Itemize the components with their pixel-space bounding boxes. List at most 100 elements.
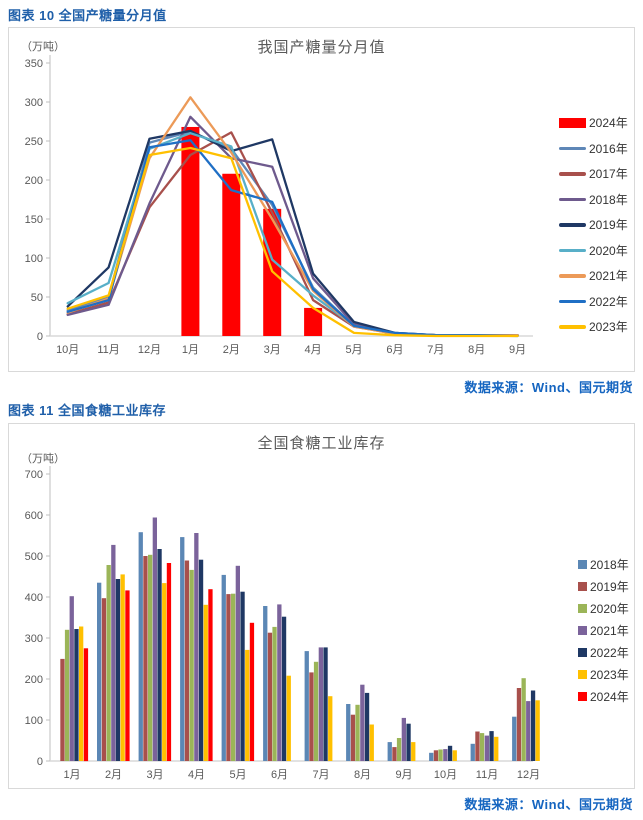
legend-item-2021年: 2021年 xyxy=(578,619,629,641)
legend-item-2019年: 2019年 xyxy=(578,575,629,597)
y-axis-tick-label: 100 xyxy=(25,715,43,727)
legend-marker xyxy=(559,197,586,201)
x-axis-tick-label: 7月 xyxy=(427,344,444,356)
legend-item-2021年: 2021年 xyxy=(559,263,628,289)
legend-marker xyxy=(559,117,586,128)
y-axis-tick-label: 300 xyxy=(25,97,43,109)
legend-item-2017年: 2017年 xyxy=(559,161,628,187)
legend-label: 2021年 xyxy=(590,623,629,638)
y-axis-tick-label: 150 xyxy=(25,214,43,226)
legend-item-2024年: 2024年 xyxy=(578,685,629,707)
bar-2022年 xyxy=(364,692,370,761)
bar-2022年 xyxy=(198,559,204,761)
line-2019年 xyxy=(66,129,519,337)
bar-2023年 xyxy=(162,583,167,761)
line-2021年 xyxy=(66,96,519,337)
bar-2023年 xyxy=(328,696,333,761)
y-axis-tick-label: 350 xyxy=(25,58,43,70)
legend-label: 2016年 xyxy=(589,141,628,156)
bar-2021年 xyxy=(360,684,365,761)
legend-label: 2018年 xyxy=(590,557,629,572)
figure10-header: 图表 10 全国产糖量分月值 xyxy=(8,8,167,23)
legend-item-2023年: 2023年 xyxy=(578,663,629,685)
x-axis-tick-label: 6月 xyxy=(271,769,288,781)
bar-2021年 xyxy=(235,565,240,761)
bar-2019年 xyxy=(226,594,231,761)
x-axis-tick-label: 11月 xyxy=(97,344,119,356)
bar-2022年 xyxy=(447,745,453,761)
bar-2022年 xyxy=(115,579,121,761)
x-axis-tick-label: 9月 xyxy=(509,344,526,356)
bar-2020年 xyxy=(231,593,236,761)
bar-2019年 xyxy=(433,750,439,761)
y-axis-tick-label: 250 xyxy=(25,136,43,148)
legend-marker xyxy=(578,691,587,701)
y-axis-tick-label: 200 xyxy=(25,674,43,686)
bar-2023年 xyxy=(452,750,457,761)
legend-label: 2022年 xyxy=(589,294,628,309)
line-2016年 xyxy=(66,130,519,337)
bar-2021年 xyxy=(484,735,489,761)
legend-item-2022年: 2022年 xyxy=(578,641,629,663)
legend-marker xyxy=(559,274,586,278)
x-axis-tick-label: 12月 xyxy=(138,344,161,356)
bar-2018年 xyxy=(429,752,434,761)
legend-marker xyxy=(578,669,587,679)
bar-2021年 xyxy=(277,604,282,761)
legend-marker xyxy=(559,299,586,303)
legend-label: 2023年 xyxy=(589,320,628,335)
x-axis-tick-label: 5月 xyxy=(345,344,362,356)
x-axis-tick-label: 3月 xyxy=(146,769,163,781)
x-axis-tick-label: 1月 xyxy=(63,769,80,781)
legend-label: 2024年 xyxy=(590,689,629,704)
production-chart-plot: 0 50 100 150 200 250 300 350 10月 11月 12月 1月 2月 3月 4月 5月… xyxy=(25,55,533,356)
y-axis-tick-label: 300 xyxy=(25,633,43,645)
legend-marker xyxy=(559,146,586,150)
legend-label: 2020年 xyxy=(589,243,628,258)
x-axis-tick-label: 2月 xyxy=(105,769,122,781)
bar-2021年 xyxy=(443,749,448,761)
legend-label: 2020年 xyxy=(590,601,629,616)
bar-2022年 xyxy=(240,591,245,761)
legend-label: 2019年 xyxy=(590,579,629,594)
bar-2019年 xyxy=(309,672,314,761)
bar-2020年 xyxy=(438,749,443,761)
bar-2022年 xyxy=(281,616,287,761)
x-axis-tick-label: 1月 xyxy=(182,344,199,356)
inventory-unit-label: （万吨） xyxy=(21,453,65,465)
bar-2023年 xyxy=(120,574,125,761)
bar-2021年 xyxy=(526,701,531,761)
bar-2018年 xyxy=(180,537,185,761)
bar-2020年 xyxy=(396,738,402,761)
x-axis-tick-label: 11月 xyxy=(476,769,498,781)
bar-2020年 xyxy=(189,569,194,761)
inventory-chart-frame: 全国食糖工业库存 （万吨） 0 100 200 300 400 500 600 700 1月 2月… xyxy=(8,423,635,789)
legend-marker xyxy=(578,603,587,613)
bar-2024年 xyxy=(83,648,89,762)
x-axis-tick-label: 8月 xyxy=(468,344,485,356)
legend-label: 2017年 xyxy=(589,167,628,182)
bar-2022年 xyxy=(74,629,79,761)
bar-2020年 xyxy=(64,629,70,761)
y-axis-tick-label: 200 xyxy=(25,175,43,187)
bar-2018年 xyxy=(138,532,143,761)
legend-marker xyxy=(559,325,586,329)
bar-2020年 xyxy=(313,661,319,761)
x-axis-tick-label: 8月 xyxy=(354,769,371,781)
legend-label: 2022年 xyxy=(590,645,629,660)
bar-2018年 xyxy=(263,606,268,761)
source-note-figure11: 数据来源：Wind、国元期货 xyxy=(464,797,633,812)
legend-marker xyxy=(578,625,587,635)
bar-2022年 xyxy=(323,647,328,761)
bar-2019年 xyxy=(392,747,397,761)
bar-2023年 xyxy=(79,626,84,761)
bar-2021年 xyxy=(111,544,116,761)
bar-2023年 xyxy=(535,700,540,761)
legend-label: 2024年 xyxy=(589,116,628,131)
bar-2018年 xyxy=(470,743,475,761)
bar-2019年 xyxy=(60,658,65,761)
line-2017年 xyxy=(66,131,519,337)
bar-2023年 xyxy=(286,675,291,761)
bar-2023年 xyxy=(494,736,499,761)
legend-item-2019年: 2019年 xyxy=(559,212,628,238)
